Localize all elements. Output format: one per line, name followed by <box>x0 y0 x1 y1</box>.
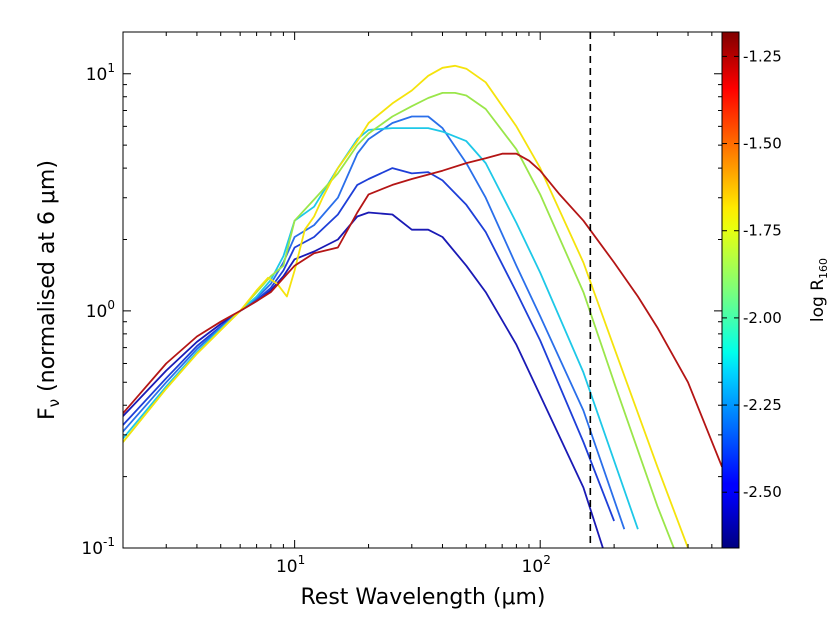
colorbar-tick-label: -1.50 <box>743 135 782 153</box>
y-axis-label-f: F <box>35 407 60 420</box>
colorbar-tick-label: -2.50 <box>743 483 782 501</box>
series-line-3 <box>123 115 626 530</box>
y-tick-label: 100 <box>86 298 115 322</box>
x-axis-label: Rest Wavelength (μm) <box>300 585 545 610</box>
series-line-4 <box>123 127 639 530</box>
y-tick-label: 10-1 <box>81 535 115 559</box>
colorbar-tick-label: -2.25 <box>743 396 782 414</box>
x-tick-label: 101 <box>276 553 305 577</box>
colorbar-label: log R160 <box>808 258 830 322</box>
colorbar-tick-label: -2.00 <box>743 309 782 327</box>
y-axis: 10-1 100 101 <box>81 61 722 559</box>
series-line-5 <box>123 92 675 548</box>
y-axis-label: Fν (normalised at 6 μm) <box>35 160 63 420</box>
series-layer <box>123 64 722 548</box>
y-axis-label-nu: ν <box>45 399 63 407</box>
plot-frame <box>122 31 723 549</box>
colorbar <box>721 31 740 549</box>
colorbar-label-text: log R <box>808 279 828 322</box>
series-line-6 <box>123 64 689 548</box>
x-axis: 101 102 <box>122 32 713 577</box>
colorbar-tick-label: -1.25 <box>743 47 782 65</box>
colorbar-ticks: -1.25 -1.50 -1.75 -2.00 -2.25 -2.50 <box>722 47 782 501</box>
y-tick-label: 101 <box>86 61 115 85</box>
y-axis-label-rest: (normalised at 6 μm) <box>35 160 60 399</box>
colorbar-label-sub: 160 <box>817 258 830 279</box>
series-line-1 <box>123 211 604 548</box>
series-line-7 <box>123 152 722 468</box>
x-tick-label: 102 <box>522 553 551 577</box>
series-line-2 <box>123 167 615 522</box>
colorbar-tick-label: -1.75 <box>743 222 782 240</box>
